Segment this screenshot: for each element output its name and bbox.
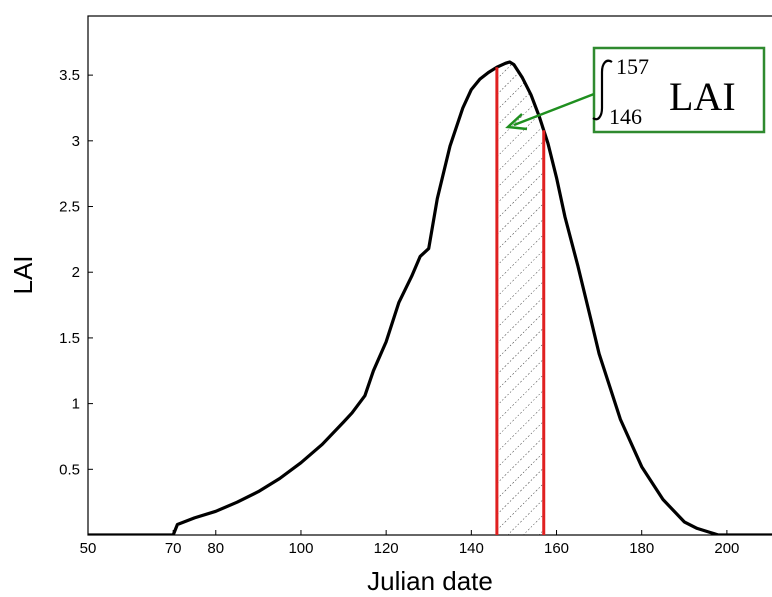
integral-annotation: 157 146 LAI [505, 46, 766, 134]
x-tick-label: 70 [165, 540, 182, 557]
x-tick-label: 200 [714, 540, 739, 557]
y-tick-label: 2 [72, 264, 80, 281]
y-tick-label: 1.5 [59, 330, 80, 347]
x-tick-label: 140 [459, 540, 484, 557]
annotation-arrow-shaft [513, 92, 595, 127]
x-tick-label: 50 [80, 540, 97, 557]
annotation-arrow-head-icon [505, 113, 528, 131]
y-axis-title: LAI [8, 255, 38, 294]
x-tick-label: 80 [207, 540, 224, 557]
hatched-area [496, 61, 544, 535]
integral-label: LAI [669, 74, 736, 119]
y-tick-label: 0.5 [59, 461, 80, 478]
y-tick-label: 2.5 [59, 199, 80, 216]
plot-frame [87, 15, 772, 536]
x-tick-label: 120 [374, 540, 399, 557]
y-tick-label: 3 [72, 133, 80, 150]
integral-upper-limit: 157 [616, 54, 649, 79]
integral-lower-limit: 146 [609, 104, 642, 129]
lai-curve-line [88, 60, 772, 535]
annotation-box [592, 46, 766, 134]
x-tick-label: 180 [629, 540, 654, 557]
y-tick-label: 1 [72, 396, 80, 413]
y-tick-label: 3.5 [59, 67, 80, 84]
integral-sign-icon [592, 59, 613, 121]
x-axis-title: Julian date [367, 566, 493, 596]
x-tick-label: 100 [288, 540, 313, 557]
x-tick-label: 160 [544, 540, 569, 557]
